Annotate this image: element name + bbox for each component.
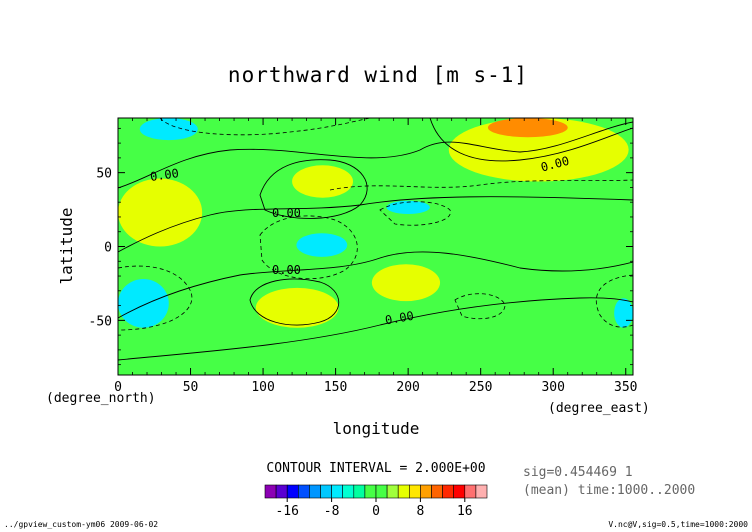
colorbar-swatch <box>453 484 466 499</box>
colorbar-tick-label: 0 <box>372 504 380 519</box>
contour-2-line <box>259 159 368 219</box>
x-tick-label: 350 <box>614 380 637 395</box>
colorbar: -16 -8 0 8 16 <box>264 484 488 519</box>
contour-zero-line <box>118 121 633 189</box>
x-tick-label: 150 <box>324 380 347 395</box>
colorbar-swatch <box>353 484 366 499</box>
sig-info: sig=0.454469 1 <box>523 465 633 480</box>
contour-region-2 <box>386 200 430 215</box>
contour-lines <box>118 118 633 361</box>
contour-region-7 <box>255 287 339 328</box>
colorbar-swatch <box>297 484 310 499</box>
contour-region-6 <box>292 165 354 198</box>
colorbar-tick-label: -16 <box>275 504 298 519</box>
x-tick-label: 300 <box>541 380 564 395</box>
colorbar-tick-label: -8 <box>324 504 340 519</box>
colorbar-swatch <box>397 484 410 499</box>
axis-ticks: 0 50 100 150 200 250 300 350 -50 0 50 <box>89 118 637 395</box>
colorbar-swatch <box>431 484 443 499</box>
contour-minus2-line <box>118 265 193 331</box>
colorbar-swatch <box>331 484 344 499</box>
colorbar-swatch <box>264 484 277 499</box>
contour-region-0 <box>139 118 198 141</box>
contour-2-line <box>429 118 633 162</box>
contour-region-3 <box>118 278 169 328</box>
colorbar-swatch <box>375 484 388 499</box>
contour-interval-text: CONTOUR INTERVAL = 2.000E+00 <box>266 461 485 476</box>
contour-zero-line <box>118 297 633 361</box>
contour-dashed-lines <box>118 118 633 331</box>
colorbar-tick-label: 16 <box>457 504 473 519</box>
contour-2-line <box>249 278 339 326</box>
x-tick-label: 250 <box>469 380 492 395</box>
colorbar-swatch <box>442 484 455 499</box>
y-axis-label: latitude <box>57 207 76 284</box>
y-tick-label: -50 <box>89 314 112 329</box>
contour-region-4 <box>614 298 633 328</box>
y-unit-label: (degree_north) <box>46 391 156 406</box>
x-unit-label: (degree_east) <box>548 401 650 416</box>
colorbar-swatch <box>320 484 332 499</box>
colorbar-swatch <box>364 484 377 499</box>
contour-minus2-line <box>329 179 633 191</box>
contour-label: 0.00 <box>272 263 301 277</box>
footer-left: ../gpview_custom-ym06 2009-06-02 <box>4 520 158 529</box>
contour-region-1 <box>296 233 348 257</box>
colorbar-swatch <box>408 484 421 499</box>
colorbar-swatch <box>420 484 432 499</box>
contour-minus2-line <box>595 274 633 328</box>
colorbar-swatch <box>286 484 299 499</box>
contour-label: 0.00 <box>384 309 415 328</box>
footer-right: V.nc@V,sig=0.5,time=1000:2000 <box>608 520 748 529</box>
x-tick-label: 200 <box>396 380 419 395</box>
colorbar-swatch <box>342 484 355 499</box>
contour-region-10 <box>487 118 568 138</box>
contour-minus2-line <box>454 293 506 320</box>
contour-zero-line <box>118 251 633 319</box>
time-info: (mean) time:1000..2000 <box>523 483 695 498</box>
chart-title: northward wind [m s-1] <box>228 63 528 87</box>
x-tick-label: 0 <box>114 380 122 395</box>
colorbar-swatch <box>475 484 488 499</box>
x-tick-label: 100 <box>251 380 274 395</box>
x-tick-label: 50 <box>183 380 199 395</box>
contour-label: 0.00 <box>272 206 301 220</box>
colorbar-swatch <box>309 484 321 499</box>
contour-minus2-line <box>379 201 451 226</box>
y-tick-label: 50 <box>96 167 112 182</box>
contour-region-8 <box>371 264 441 302</box>
y-tick-label: 0 <box>104 241 112 256</box>
colorbar-swatch <box>464 484 477 499</box>
contour-label: 0.00 <box>149 166 180 184</box>
contour-region-5 <box>118 178 203 247</box>
colorbar-swatch <box>386 484 399 499</box>
colorbar-swatch <box>275 484 288 499</box>
contour-minus2-line <box>159 118 371 136</box>
contour-zero-line <box>118 196 633 253</box>
x-axis-label: longitude <box>333 419 420 438</box>
colorbar-tick-label: 8 <box>416 504 424 519</box>
